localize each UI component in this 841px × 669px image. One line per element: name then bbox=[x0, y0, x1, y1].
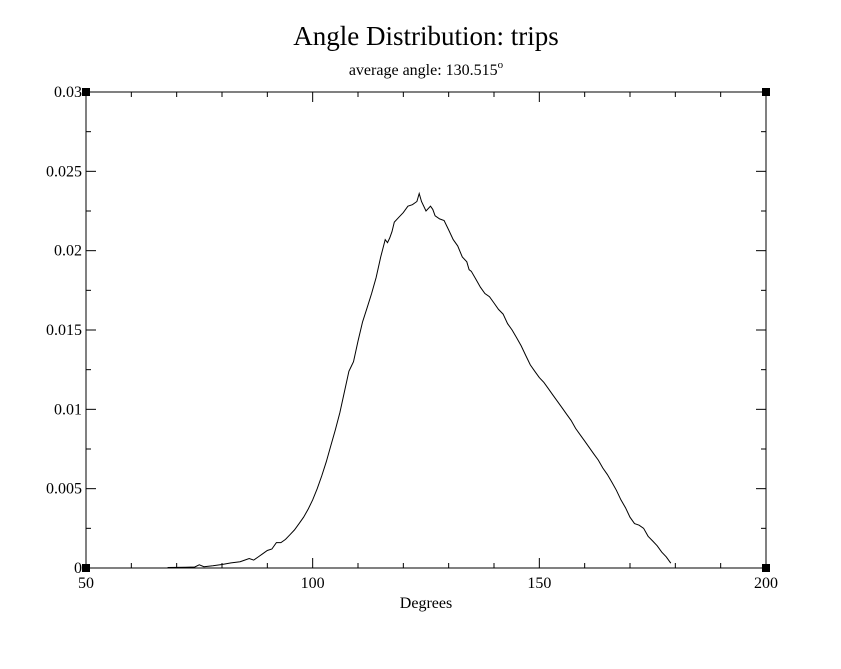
x-tick-label: 50 bbox=[78, 575, 94, 592]
series-line bbox=[167, 191, 672, 568]
y-tick-labels: 0 0.005 0.01 0.015 0.02 0.025 0.03 bbox=[46, 84, 82, 577]
degree-symbol: o bbox=[498, 59, 504, 71]
corner-handle-bottom-left[interactable] bbox=[82, 564, 90, 572]
corner-handle-bottom-right[interactable] bbox=[762, 564, 770, 572]
y-tick-label: 0.02 bbox=[54, 243, 82, 260]
major-ticks bbox=[85, 91, 767, 569]
plot-frame bbox=[85, 91, 767, 569]
x-tick-label: 200 bbox=[754, 575, 778, 592]
chart-title: Angle Distribution: trips bbox=[293, 21, 559, 51]
x-axis-label: Degrees bbox=[400, 595, 452, 612]
y-tick-label: 0.025 bbox=[46, 163, 82, 180]
x-tick-label: 100 bbox=[301, 575, 325, 592]
corner-handle-top-right[interactable] bbox=[762, 88, 770, 96]
x-tick-labels: 50 100 150 200 bbox=[78, 575, 778, 592]
x-tick-label: 150 bbox=[527, 575, 551, 592]
y-tick-label: 0.005 bbox=[46, 481, 82, 498]
corner-handle-top-left[interactable] bbox=[82, 88, 90, 96]
y-tick-label: 0 bbox=[74, 560, 82, 577]
y-tick-label: 0.015 bbox=[46, 322, 82, 339]
subtitle-text: average angle: 130.515 bbox=[349, 62, 498, 79]
y-tick-label: 0.03 bbox=[54, 84, 82, 101]
y-tick-label: 0.01 bbox=[54, 401, 82, 418]
minor-ticks bbox=[86, 92, 766, 568]
chart-subtitle: average angle: 130.515o bbox=[349, 59, 504, 79]
